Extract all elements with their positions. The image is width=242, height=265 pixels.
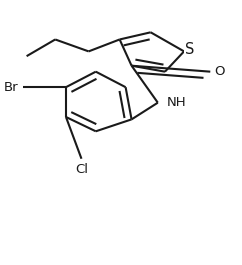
Text: Cl: Cl bbox=[75, 163, 88, 176]
Text: S: S bbox=[185, 42, 194, 57]
Text: O: O bbox=[215, 65, 225, 78]
Text: Br: Br bbox=[4, 81, 19, 94]
Text: NH: NH bbox=[167, 96, 187, 109]
